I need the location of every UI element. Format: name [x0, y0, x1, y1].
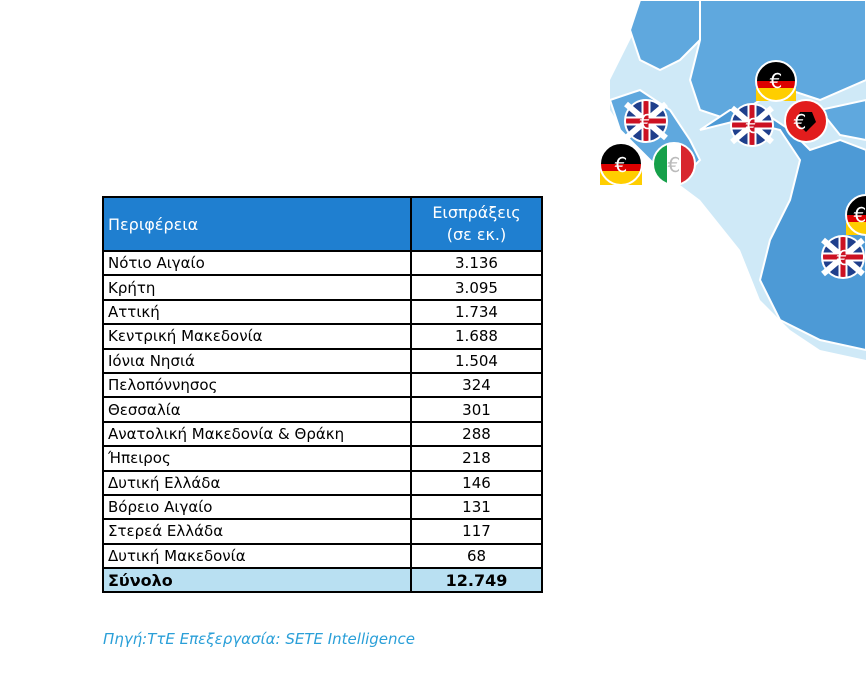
table-row: Δυτική Μακεδονία 68 — [102, 542, 543, 570]
svg-text:€: € — [668, 153, 681, 177]
revenue-cell: 288 — [410, 420, 543, 448]
map-illustration: € € € € € — [599, 0, 866, 360]
region-cell: Θεσσαλία — [102, 396, 412, 423]
uk-flag-euro-icon: € — [821, 235, 865, 279]
region-cell: Αττική — [102, 298, 412, 326]
region-cell: Ιόνια Νησιά — [102, 347, 412, 374]
region-cell: Δυτική Μακεδονία — [102, 542, 412, 570]
revenue-cell: 68 — [410, 542, 543, 570]
italy-flag-euro-icon: € — [652, 142, 696, 186]
region-cell: Ήπειρος — [102, 445, 412, 472]
revenue-cell: 324 — [410, 371, 543, 399]
revenue-cell: 117 — [410, 518, 543, 545]
table-row: Κεντρική Μακεδονία 1.688 — [102, 323, 543, 350]
revenue-cell: 1.688 — [410, 323, 543, 350]
total-value: 12.749 — [410, 567, 543, 594]
revenue-cell: 1.504 — [410, 347, 543, 374]
column-header-revenue-line2: (σε εκ.) — [446, 225, 507, 244]
source-note: Πηγή:ΤτΕ Επεξεργασία: SETE Intelligence — [103, 630, 416, 648]
table-row: Βόρειο Αιγαίο 131 — [102, 493, 543, 521]
germany-flag-euro-icon: € — [755, 60, 797, 102]
svg-text:€: € — [640, 110, 653, 134]
table-row: Κρήτη 3.095 — [102, 274, 543, 301]
table-row: Αττική 1.734 — [102, 298, 543, 326]
svg-text:€: € — [794, 110, 807, 134]
table-row: Στερεά Ελλάδα 117 — [102, 518, 543, 545]
svg-text:€: € — [615, 153, 628, 177]
region-cell: Νότιο Αιγαίο — [102, 249, 412, 277]
revenue-cell: 3.095 — [410, 274, 543, 301]
table-row: Νότιο Αιγαίο 3.136 — [102, 249, 543, 277]
albania-flag-euro-icon: € — [784, 99, 828, 143]
region-cell: Κεντρική Μακεδονία — [102, 323, 412, 350]
revenue-cell: 131 — [410, 493, 543, 521]
revenue-cell: 218 — [410, 445, 543, 472]
svg-text:€: € — [837, 246, 850, 270]
uk-flag-euro-icon: € — [624, 99, 668, 143]
uk-flag-euro-icon: € — [730, 103, 774, 147]
table-row: Ιόνια Νησιά 1.504 — [102, 347, 543, 374]
svg-text:€: € — [854, 203, 866, 227]
svg-text:€: € — [770, 69, 783, 93]
revenue-cell: 301 — [410, 396, 543, 423]
revenue-cell: 146 — [410, 469, 543, 496]
table-row: Πελοπόννησος 324 — [102, 371, 543, 399]
table-body: Νότιο Αιγαίο 3.136 Κρήτη 3.095 Αττική 1.734 Κε… — [102, 249, 543, 570]
revenue-cell: 1.734 — [410, 298, 543, 326]
column-header-region: Περιφέρεια — [102, 196, 412, 252]
revenue-table: Περιφέρεια Εισπράξεις (σε εκ.) Νότιο Αιγ… — [102, 196, 543, 594]
column-header-revenue: Εισπράξεις (σε εκ.) — [410, 196, 543, 252]
total-label: Σύνολο — [102, 567, 412, 594]
table-row: Δυτική Ελλάδα 146 — [102, 469, 543, 496]
table-header-row: Περιφέρεια Εισπράξεις (σε εκ.) — [102, 196, 543, 252]
revenue-cell: 3.136 — [410, 249, 543, 277]
region-cell: Στερεά Ελλάδα — [102, 518, 412, 545]
column-header-revenue-line1: Εισπράξεις — [432, 203, 521, 222]
svg-text:€: € — [746, 114, 759, 138]
germany-flag-euro-icon: € — [845, 194, 866, 236]
region-cell: Δυτική Ελλάδα — [102, 469, 412, 496]
table-total-row: Σύνολο 12.749 — [102, 567, 543, 594]
region-cell: Ανατολική Μακεδονία & Θράκη — [102, 420, 412, 448]
table-row: Ανατολική Μακεδονία & Θράκη 288 — [102, 420, 543, 448]
region-cell: Πελοπόννησος — [102, 371, 412, 399]
region-cell: Βόρειο Αιγαίο — [102, 493, 412, 521]
germany-flag-euro-icon: € — [599, 142, 643, 186]
region-cell: Κρήτη — [102, 274, 412, 301]
table-row: Θεσσαλία 301 — [102, 396, 543, 423]
table-row: Ήπειρος 218 — [102, 445, 543, 472]
